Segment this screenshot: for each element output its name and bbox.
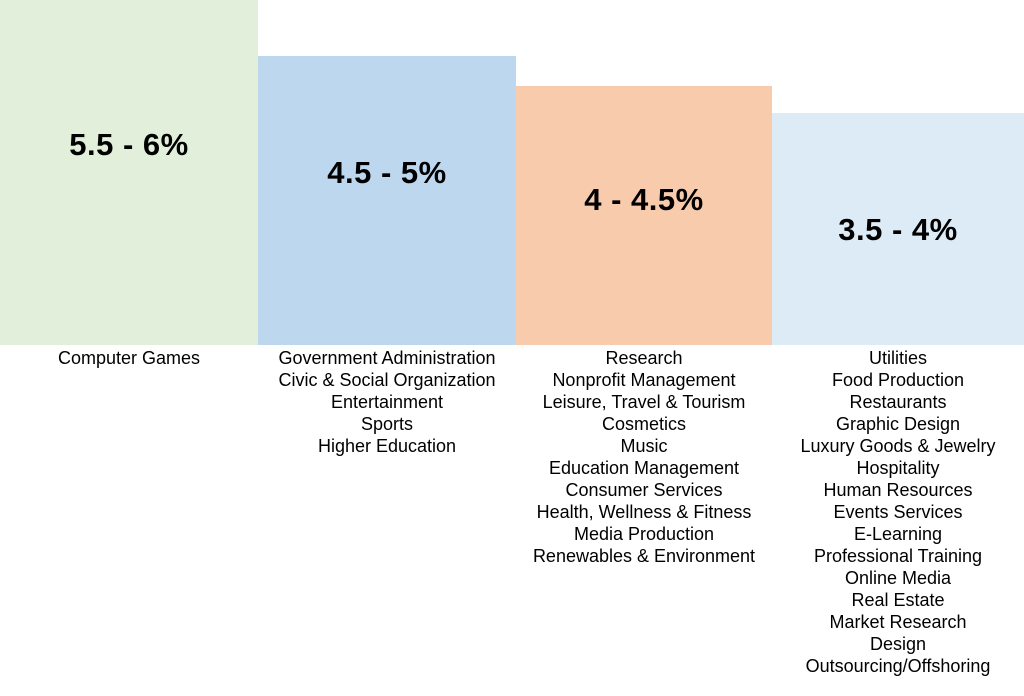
category-list: Computer Games — [0, 347, 262, 369]
category-item: Education Management — [548, 458, 740, 478]
category-list: Government Administration Civic & Social … — [254, 347, 520, 457]
category-item: Nonprofit Management — [552, 370, 736, 390]
category-item: Consumer Services — [565, 480, 723, 500]
category-item: Outsourcing/Offshoring — [805, 656, 991, 676]
bracket-column: 5.5 - 6% Computer Games — [0, 0, 258, 696]
category-item: Food Production — [831, 370, 965, 390]
category-item: Real Estate — [851, 590, 945, 610]
category-item: Design — [869, 634, 927, 654]
category-item: Renewables & Environment — [532, 546, 756, 566]
category-item: Research — [605, 348, 683, 368]
range-bar: 4 - 4.5% — [516, 86, 772, 345]
category-item: Hospitality — [856, 458, 940, 478]
category-item: Government Administration — [278, 348, 496, 368]
bracket-column: 3.5 - 4% Utilities Food Production Restaura… — [772, 0, 1024, 696]
category-item: Utilities — [868, 348, 927, 368]
category-item: Cosmetics — [601, 414, 686, 434]
category-list: Utilities Food Production Restaurants Graph… — [768, 347, 1024, 677]
range-label: 3.5 - 4% — [838, 212, 958, 247]
range-label: 4 - 4.5% — [584, 182, 704, 217]
category-item: Restaurants — [849, 392, 947, 412]
category-item: Entertainment — [330, 392, 444, 412]
category-item: Health, Wellness & Fitness — [536, 502, 752, 522]
category-item: Human Resources — [823, 480, 973, 500]
range-label: 4.5 - 5% — [327, 155, 447, 190]
category-item: Civic & Social Organization — [278, 370, 496, 390]
category-item: Higher Education — [317, 436, 457, 456]
category-item: Sports — [360, 414, 414, 434]
bracket-column: 4 - 4.5% Research Nonprofit Management Leis… — [516, 0, 772, 696]
range-bar: 4.5 - 5% — [258, 56, 516, 345]
category-item: E-Learning — [853, 524, 943, 544]
category-item: Computer Games — [57, 348, 201, 368]
range-label: 5.5 - 6% — [69, 127, 189, 162]
range-bar: 5.5 - 6% — [0, 0, 258, 345]
category-item: Graphic Design — [835, 414, 961, 434]
category-item: Professional Training — [813, 546, 983, 566]
category-item: Leisure, Travel & Tourism — [542, 392, 746, 412]
range-bar: 3.5 - 4% — [772, 113, 1024, 345]
category-item: Media Production — [573, 524, 715, 544]
category-item: Online Media — [844, 568, 952, 588]
bracket-column: 4.5 - 5% Government Administration Civic &… — [258, 0, 516, 696]
category-item: Music — [620, 436, 668, 456]
category-item: Market Research — [829, 612, 967, 632]
category-item: Luxury Goods & Jewelry — [800, 436, 996, 456]
category-list: Research Nonprofit Management Leisure, Tra… — [512, 347, 776, 567]
category-item: Events Services — [833, 502, 963, 522]
